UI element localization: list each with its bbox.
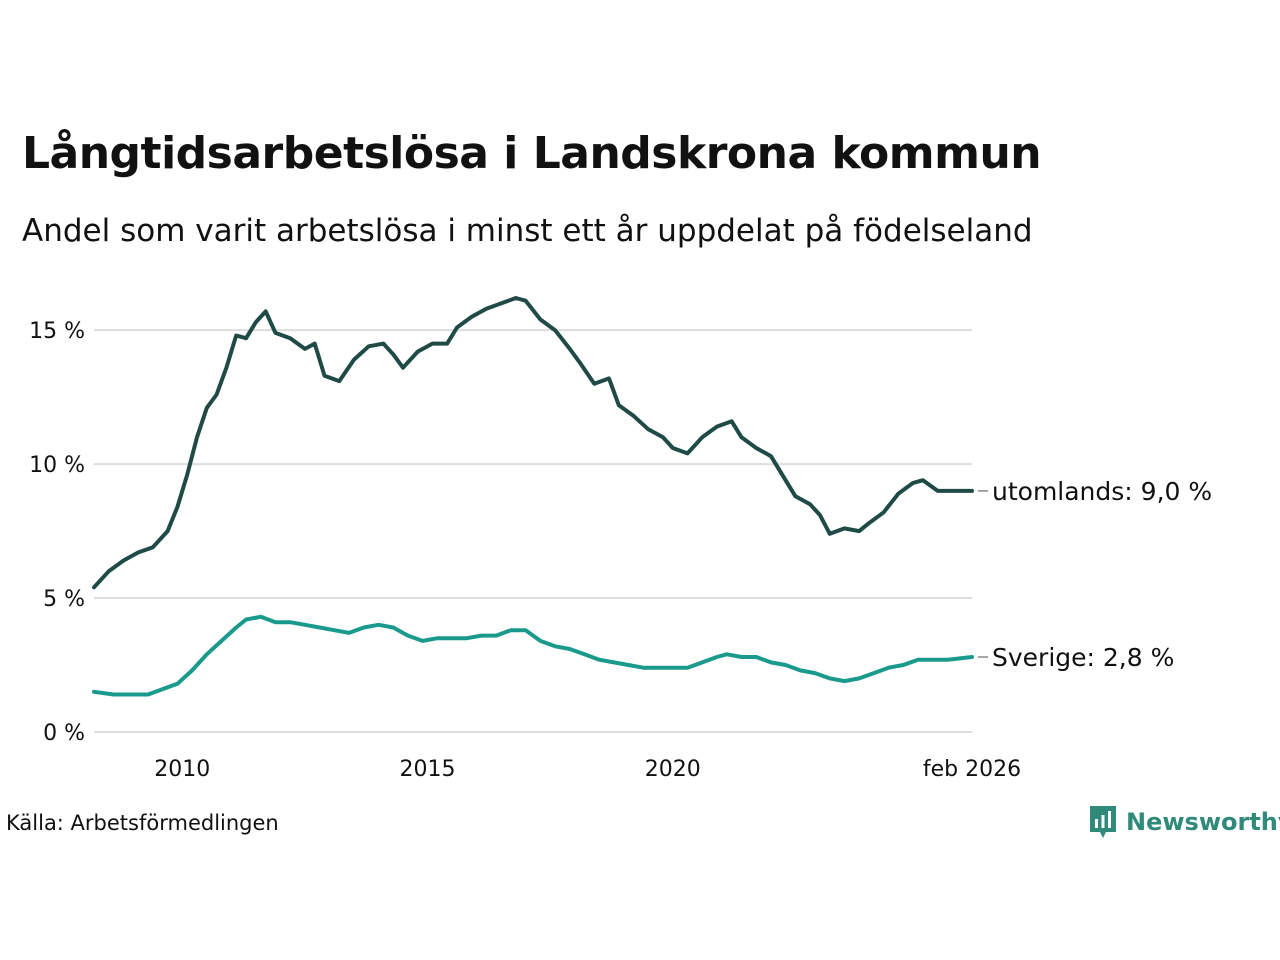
y-tick-label: 0 % xyxy=(43,721,85,746)
x-tick-label: feb 2026 xyxy=(923,757,1021,782)
newsworthy-icon xyxy=(1090,806,1116,838)
chart-title: Långtidsarbetslösa i Landskrona kommun xyxy=(22,128,1042,179)
brand-logo[interactable]: Newsworthy xyxy=(1088,804,1280,840)
label-layer: utomlands: 9,0 % Sverige: 2,8 % xyxy=(978,477,1212,672)
grid-layer: 0 % 5 % 10 % 15 % 2010 2015 2020 feb 2026 xyxy=(29,319,1021,782)
series-end-label: utomlands: 9,0 % xyxy=(992,477,1212,506)
series-line-sverige xyxy=(92,614,974,697)
brand-name: Newsworthy xyxy=(1126,808,1280,836)
y-tick-label: 5 % xyxy=(43,587,85,612)
x-tick-label: 2010 xyxy=(154,757,210,782)
series-line-utomlands xyxy=(92,296,974,590)
x-tick-label: 2015 xyxy=(400,757,456,782)
y-tick-label: 10 % xyxy=(29,453,85,478)
series-end-label: Sverige: 2,8 % xyxy=(992,643,1174,672)
x-tick-label: 2020 xyxy=(645,757,701,782)
series-layer xyxy=(92,296,974,697)
source-note: Källa: Arbetsförmedlingen xyxy=(6,811,279,835)
y-tick-label: 15 % xyxy=(29,319,85,344)
chart-subtitle: Andel som varit arbetslösa i minst ett å… xyxy=(22,213,1033,249)
line-chart: 0 % 5 % 10 % 15 % 2010 2015 2020 feb 2026 utoml… xyxy=(29,296,1212,782)
